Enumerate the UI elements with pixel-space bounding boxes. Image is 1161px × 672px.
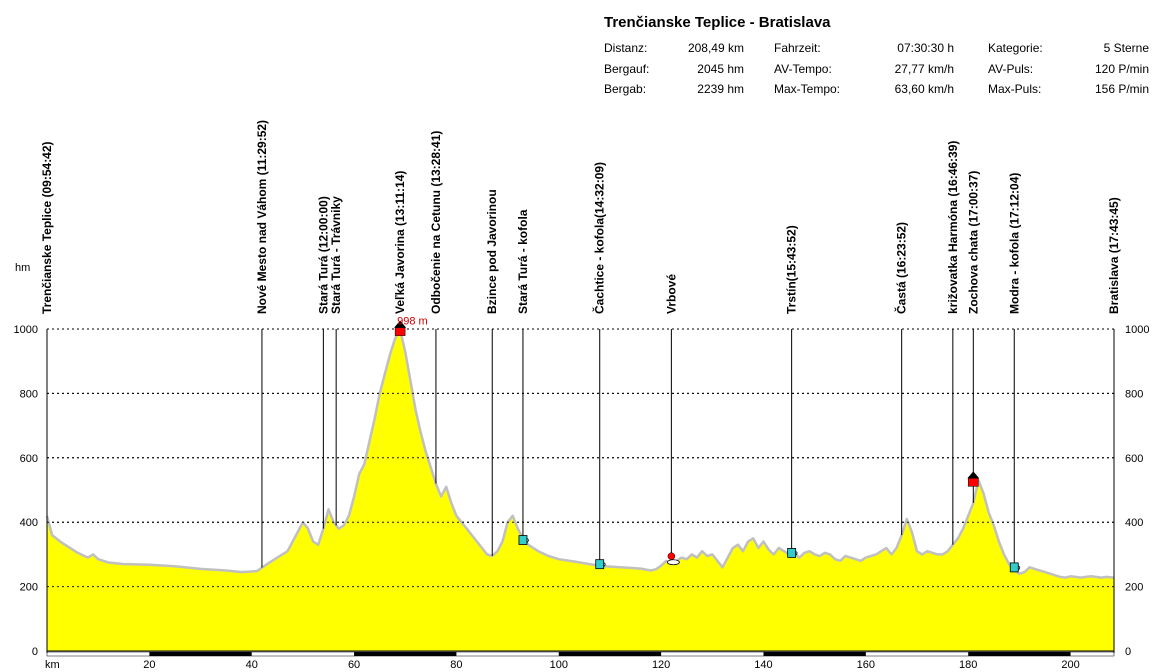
- axes: 0 0 200 200 400 400 600 600 800 800 1000 1000 20 40 60…: [14, 324, 1150, 671]
- x-tick-label: 80: [450, 659, 462, 671]
- y-tick-label-right: 200: [1125, 582, 1143, 594]
- food-item: [667, 552, 676, 560]
- stat-value: 208,49 km: [687, 41, 744, 55]
- route-title: Trenčianske Teplice - Bratislava: [604, 14, 831, 31]
- cup-handle: [795, 551, 798, 556]
- waypoint-label: Trenčianske Teplice (09:54:42): [40, 141, 54, 314]
- y-tick-label-right: 600: [1125, 453, 1143, 465]
- waypoint-label: Stará Turá - Trávniky: [329, 196, 343, 314]
- cup-handle: [603, 562, 606, 567]
- km-scale-segment: [558, 652, 662, 656]
- summit-peak: [394, 320, 407, 328]
- y-tick-label-left: 400: [20, 517, 38, 529]
- summit-peak: [967, 471, 980, 479]
- y-tick-label-right: 800: [1125, 388, 1143, 400]
- y-tick-label-right: 400: [1125, 517, 1143, 529]
- stat-value: 63,60 km/h: [894, 82, 954, 96]
- elevation-fill: [47, 329, 1114, 651]
- stat-value: 2239 hm: [697, 82, 744, 96]
- waypoint-label: Trstín(15:43:52): [785, 225, 799, 314]
- cup-handle: [1017, 565, 1021, 571]
- y-tick-label-left: 0: [32, 646, 38, 658]
- x-tick-label: 20: [143, 659, 155, 671]
- stat-value: 07:30:30 h: [897, 41, 954, 55]
- stat-label: Kategorie:: [988, 41, 1043, 55]
- cup-body: [787, 548, 797, 558]
- waypoint-label: Vrbové: [664, 274, 678, 314]
- y-tick-label-right: 1000: [1125, 324, 1149, 336]
- waypoint-label: Modra - kofola (17:12:04): [1007, 173, 1021, 314]
- y-tick-label-right: 0: [1125, 646, 1131, 658]
- y-tick-label-left: 200: [20, 582, 38, 594]
- max-elevation-label: 998 m: [397, 316, 428, 328]
- stat-label: Bergauf:: [604, 62, 650, 76]
- waypoint-label: križovatka Harmóna (16:46:39): [946, 141, 960, 314]
- drink-cup-icon: [518, 535, 529, 545]
- stat-label: Distanz:: [604, 41, 648, 55]
- drink-cup-icon: [595, 559, 606, 570]
- x-tick-label: 140: [754, 659, 772, 671]
- x-axis-unit: km: [45, 659, 60, 671]
- stat-value: 156 P/min: [1094, 82, 1149, 96]
- waypoint-label: Stará Turá - kofola: [516, 209, 530, 314]
- cup-body: [518, 535, 528, 545]
- km-scale-segment: [763, 652, 866, 656]
- summit-icon: [967, 471, 980, 487]
- cup-handle: [526, 538, 529, 543]
- route-markers: 998 m: [394, 316, 1021, 573]
- y-tick-label-left: 1000: [14, 324, 38, 336]
- summit-box: [394, 327, 406, 336]
- food-plate-icon: [666, 552, 680, 566]
- waypoint-label: Odbočenie na Cetunu (13:28:41): [429, 131, 443, 314]
- waypoint-lines: Trenčianske Teplice (09:54:42) Nové Mesto…: [40, 120, 1121, 571]
- x-tick-label: 120: [652, 659, 670, 671]
- summit-icon: [394, 320, 407, 336]
- waypoint-label: Stará Turá (12:00:00): [316, 196, 330, 314]
- waypoint-label: Zochova chata (17:00:37): [966, 171, 980, 314]
- x-tick-label: 160: [857, 659, 875, 671]
- cup-body: [595, 559, 605, 570]
- stat-value: 120 P/min: [1094, 62, 1149, 76]
- stat-value: 2045 hm: [697, 62, 744, 76]
- waypoint-label: Častá (16:23:52): [894, 222, 909, 314]
- stat-value: 5 Sterne: [1103, 41, 1149, 55]
- summit-box: [968, 478, 979, 487]
- x-tick-label: 180: [959, 659, 977, 671]
- stat-label: Max-Puls:: [988, 82, 1042, 96]
- drink-cup-icon: [1009, 562, 1021, 573]
- x-tick-label: 60: [348, 659, 360, 671]
- elevation-line: [45, 328, 1115, 579]
- stat-label: Fahrzeit:: [774, 41, 821, 55]
- stat-label: AV-Tempo:: [774, 62, 832, 76]
- x-tick-label: 100: [550, 659, 568, 671]
- km-scale-segment: [968, 652, 1071, 656]
- waypoint-label: Veľká Javorina (13:11:14): [393, 171, 407, 314]
- waypoint-label: Čachtice - kofola(14:32:09): [592, 162, 607, 314]
- stat-label: Bergab:: [604, 82, 647, 96]
- drink-cup-icon: [787, 548, 798, 558]
- waypoint-label: Bzince pod Javorinou: [485, 189, 499, 314]
- cup-body: [1009, 562, 1019, 573]
- km-scale-segment: [354, 652, 457, 656]
- x-tick-label: 200: [1061, 659, 1079, 671]
- waypoint-label: Bratislava (17:43:45): [1107, 197, 1121, 314]
- elevation-area: [45, 328, 1115, 651]
- stat-label: Max-Tempo:: [774, 82, 841, 96]
- km-scale-segment: [149, 652, 252, 656]
- y-tick-label-left: 800: [20, 388, 38, 400]
- waypoint-label: Nové Mesto nad Váhom (11:29:52): [255, 120, 269, 314]
- y-tick-label-left: 600: [20, 453, 38, 465]
- stat-label: AV-Puls:: [988, 62, 1034, 76]
- stat-value: 27,77 km/h: [894, 62, 954, 76]
- plate: [666, 559, 680, 566]
- x-tick-label: 40: [246, 659, 258, 671]
- km-scale-frame: [46, 651, 1115, 657]
- y-axis-unit: hm: [15, 262, 30, 274]
